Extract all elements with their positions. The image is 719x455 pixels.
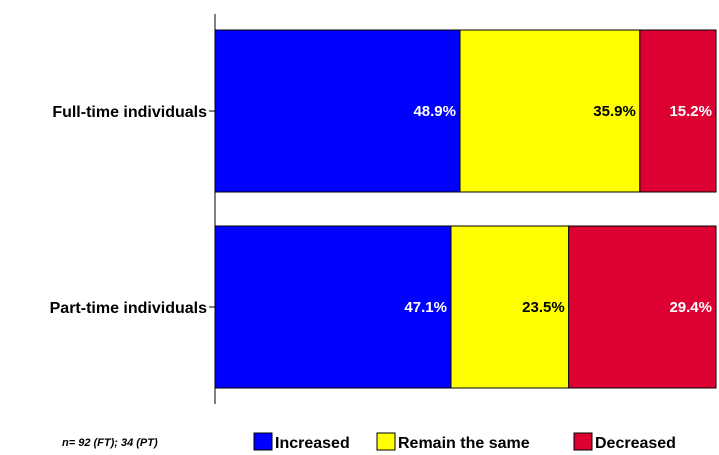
bar-part-time-individuals-increased: [214, 225, 452, 389]
bar-full-time-individuals-remain-the-same: [459, 29, 641, 193]
legend-swatch-increased: [253, 432, 273, 451]
legend-label-decreased: Decreased: [595, 435, 676, 452]
legend: Increased Remain the same Decreased: [253, 432, 676, 452]
category-axis: [209, 14, 216, 404]
category-label-part-time-individuals: Part-time individuals: [50, 300, 207, 317]
legend-swatch-remain-the-same: [376, 432, 396, 451]
data-label-part-time-individuals-increased: 47.1%: [404, 299, 447, 316]
data-label-full-time-individuals-remain-the-same: 35.9%: [593, 103, 636, 120]
bar-part-time-individuals-decreased: [568, 225, 717, 389]
data-label-part-time-individuals-decreased: 29.4%: [669, 299, 712, 316]
sample-size-note: n= 92 (FT); 34 (PT): [62, 437, 158, 449]
data-label-full-time-individuals-increased: 48.9%: [413, 103, 456, 120]
legend-label-increased: Increased: [275, 435, 350, 452]
data-label-part-time-individuals-remain-the-same: 23.5%: [522, 299, 565, 316]
category-label-full-time-individuals: Full-time individuals: [52, 104, 207, 121]
bar-full-time-individuals-decreased: [639, 29, 717, 193]
category-labels: Full-time individuals Part-time individua…: [50, 104, 207, 317]
legend-swatch-decreased: [573, 432, 593, 451]
bars-layer: [214, 29, 717, 389]
data-label-full-time-individuals-decreased: 15.2%: [669, 103, 712, 120]
data-labels-layer: 48.9% 35.9% 15.2% 47.1% 23.5% 29.4%: [404, 103, 712, 316]
legend-label-remain-the-same: Remain the same: [398, 435, 530, 452]
bar-full-time-individuals-increased: [214, 29, 461, 193]
bar-part-time-individuals-remain-the-same: [450, 225, 570, 389]
